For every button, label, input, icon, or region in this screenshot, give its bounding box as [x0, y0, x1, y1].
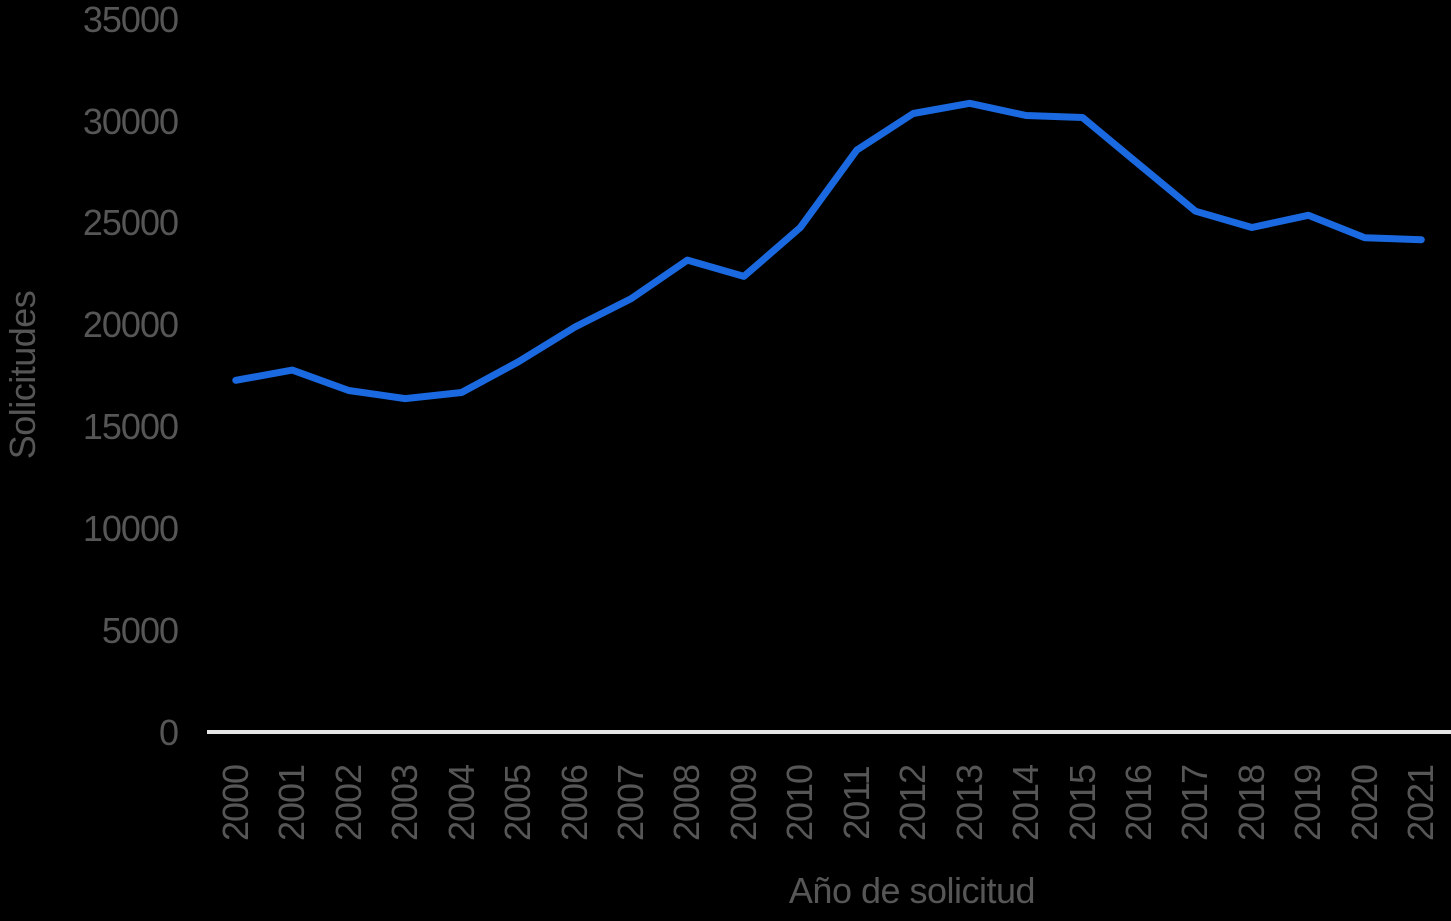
x-tick-label: 2006 [553, 764, 595, 842]
x-tick-label: 2003 [384, 764, 426, 842]
y-tick-label: 35000 [82, 0, 179, 40]
x-tick-label: 2019 [1287, 764, 1329, 842]
x-tick-label: 2001 [271, 764, 313, 842]
y-tick-label: 15000 [82, 406, 179, 448]
x-tick-label: 2021 [1400, 764, 1442, 842]
x-tick-label: 2004 [440, 764, 482, 842]
x-tick-label: 2017 [1174, 764, 1216, 842]
x-tick-label: 2013 [948, 764, 990, 842]
x-tick-label: 2007 [609, 764, 651, 842]
data-line-series [232, 99, 1425, 403]
x-tick-label: 2005 [497, 764, 539, 842]
x-tick-label: 2014 [1005, 764, 1047, 842]
x-tick-label: 2020 [1343, 764, 1385, 842]
y-tick-label: 30000 [82, 100, 179, 142]
x-tick-label: 2008 [666, 764, 708, 842]
x-tick-label: 2015 [1061, 764, 1103, 842]
x-tick-label: 2018 [1230, 764, 1272, 842]
x-axis-line [207, 730, 1451, 734]
x-tick-label: 2000 [214, 764, 256, 842]
x-tick-label: 2016 [1118, 764, 1159, 842]
y-axis-title: Solicitudes [2, 290, 43, 460]
x-axis-title: Año de solicitud [788, 870, 1036, 911]
y-tick-label: 25000 [82, 202, 179, 244]
x-tick-label: 2009 [722, 764, 764, 842]
x-tick-label: 2011 [835, 766, 877, 840]
y-tick-label: 0 [158, 711, 179, 753]
x-tick-label: 2012 [892, 764, 934, 842]
x-tick-label: 2010 [779, 764, 821, 842]
y-tick-label: 20000 [82, 304, 179, 346]
y-tick-label: 5000 [101, 609, 179, 651]
y-tick-label: 10000 [82, 508, 179, 549]
x-tick-label: 2002 [327, 764, 369, 842]
